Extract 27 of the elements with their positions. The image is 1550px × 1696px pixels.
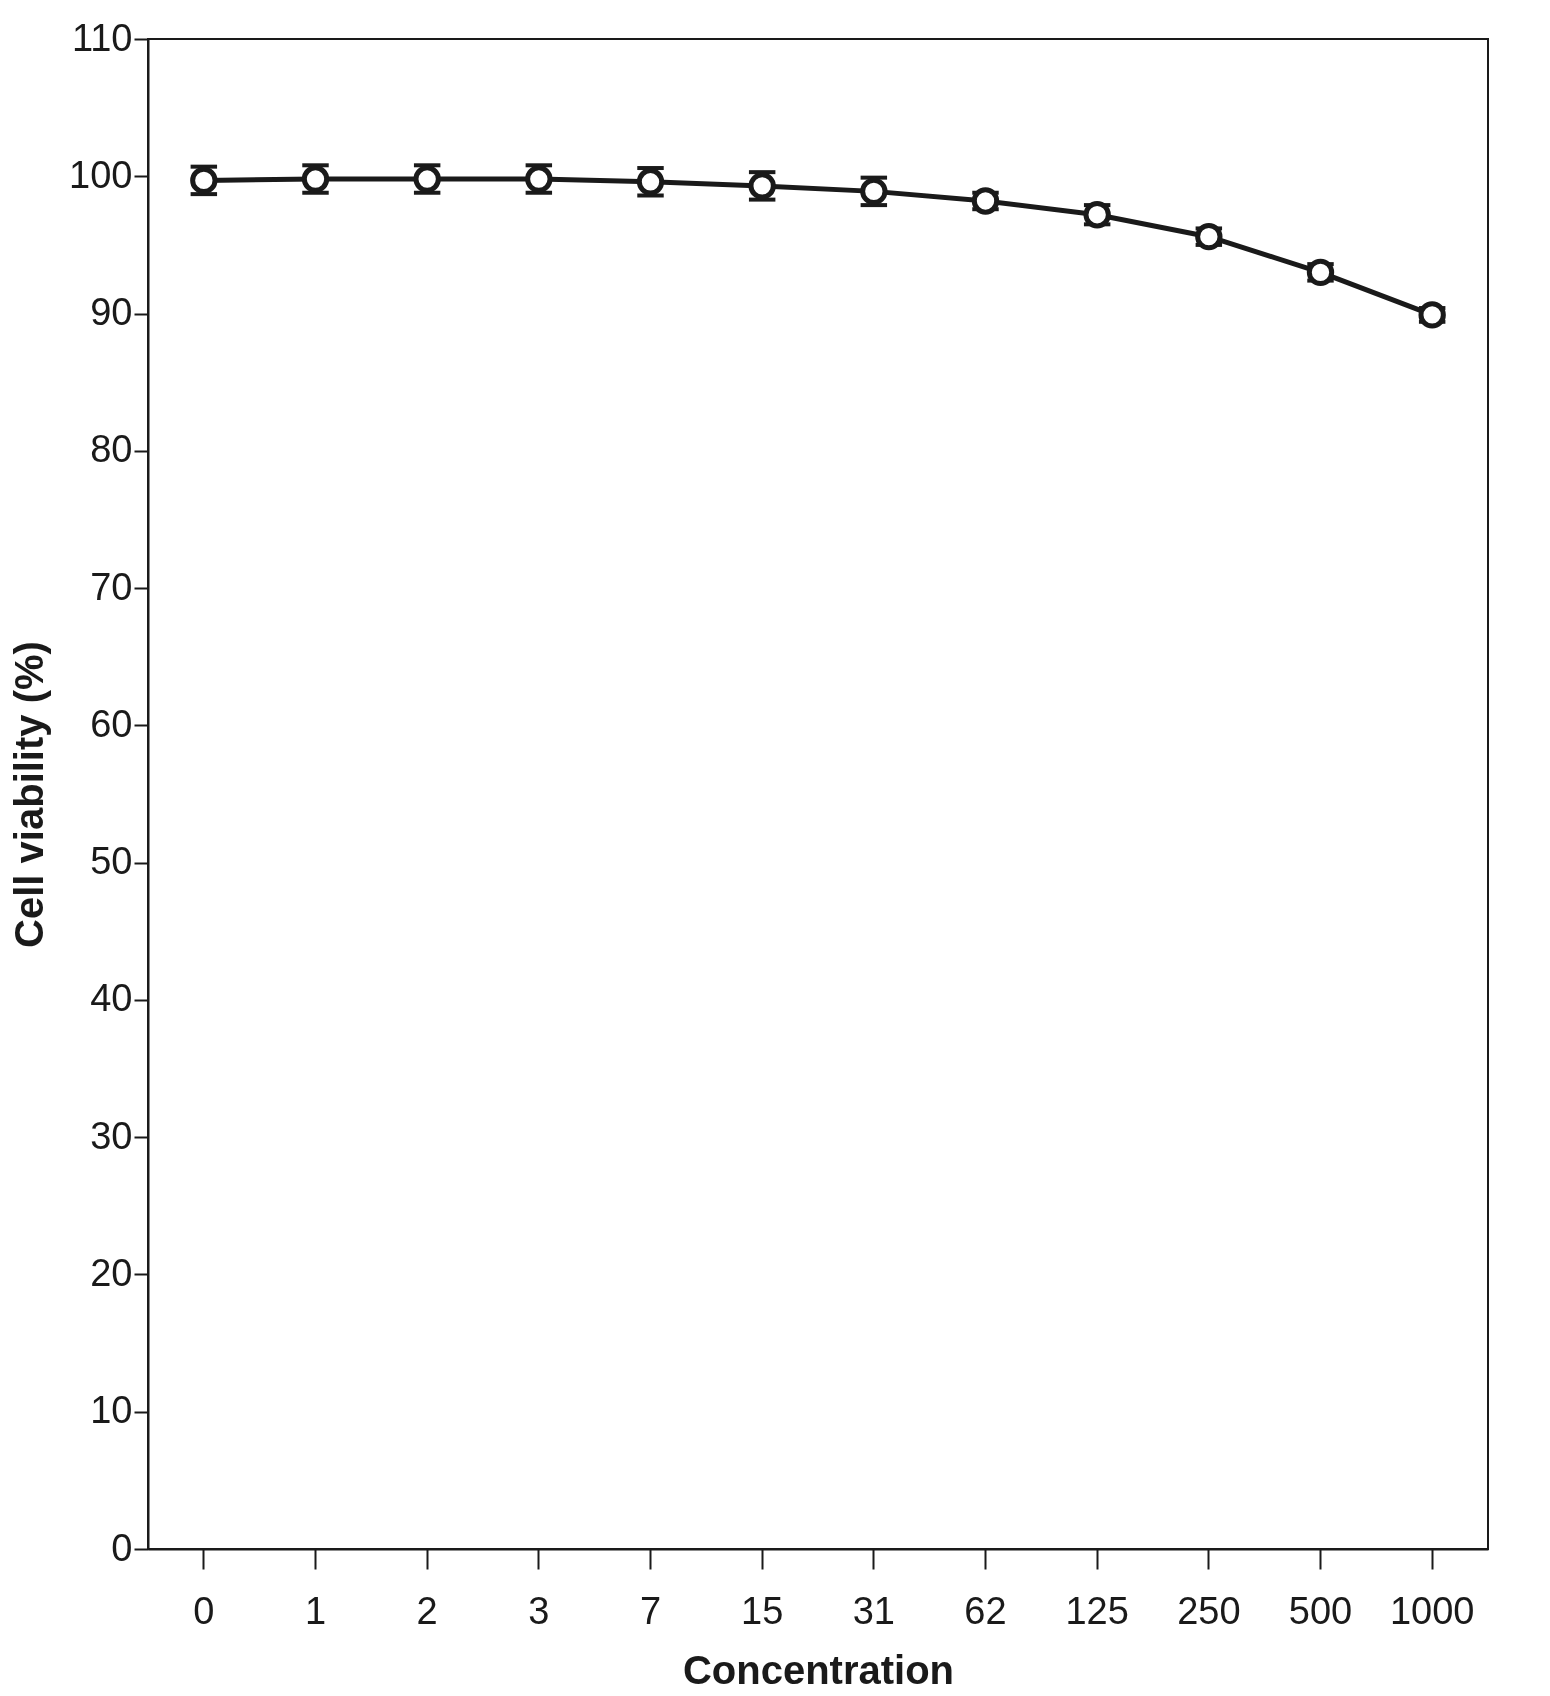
y-tick-label: 40 (90, 977, 133, 1020)
x-tick-label: 1000 (1389, 1589, 1475, 1632)
x-tick-label: 125 (1065, 1589, 1129, 1632)
x-tick-label: 31 (852, 1589, 895, 1632)
x-tick-label: 1 (304, 1589, 327, 1632)
y-tick-label: 70 (90, 565, 133, 608)
x-tick-label: 250 (1177, 1589, 1241, 1632)
y-tick-label: 20 (90, 1251, 133, 1294)
x-tick-label: 2 (416, 1589, 438, 1632)
x-tick-label: 15 (741, 1589, 784, 1632)
y-tick-label: 60 (90, 702, 133, 745)
y-tick-label: 50 (90, 840, 133, 883)
y-tick-label: 90 (90, 291, 133, 334)
y-tick-label: 30 (90, 1114, 133, 1157)
y-tick-label: 80 (90, 428, 133, 471)
y-tick-label: 10 (90, 1389, 133, 1432)
y-axis-title: Cell viability (%) (7, 641, 52, 948)
x-axis-title: Concentration (682, 1647, 955, 1692)
y-tick-label: 110 (71, 16, 133, 59)
x-tick-label: 62 (964, 1589, 1007, 1632)
point (1418, 301, 1446, 329)
x-tick-label: 3 (528, 1589, 550, 1632)
x-tick-label: 500 (1288, 1589, 1353, 1632)
y-tick-label: 100 (69, 153, 133, 196)
y-tick-label: 0 (111, 1526, 133, 1569)
x-tick-label: 0 (193, 1589, 215, 1632)
x-tick-label: 7 (639, 1589, 662, 1632)
